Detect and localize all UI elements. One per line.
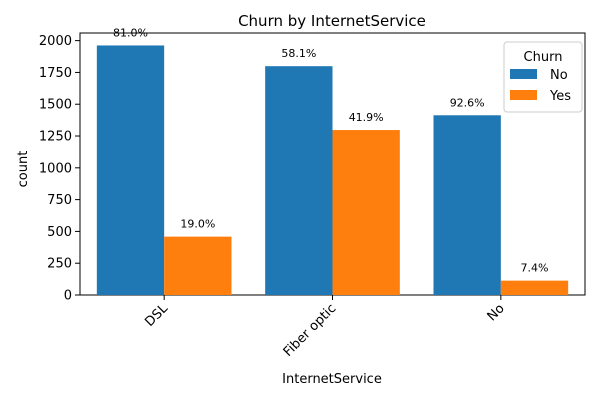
bar-dsl-yes — [164, 236, 232, 295]
bar-label: 19.0% — [180, 218, 215, 231]
chart-title: Churn by InternetService — [238, 12, 426, 30]
bar-label: 92.6% — [450, 96, 485, 109]
y-tick-label: 1750 — [39, 66, 72, 81]
y-tick-label: 0 — [64, 289, 72, 304]
y-axis: 0 250 500 750 1000 1250 1500 1750 2000 — [39, 34, 80, 304]
y-tick-label: 750 — [47, 193, 72, 208]
y-tick-label: 250 — [47, 257, 72, 272]
bar-label: 41.9% — [349, 111, 384, 124]
y-tick-label: 500 — [47, 225, 72, 240]
bars — [96, 45, 569, 295]
x-tick-label: DSL — [142, 301, 171, 330]
y-axis-title: count — [16, 151, 31, 188]
y-tick-label: 1000 — [39, 161, 72, 176]
legend-title: Churn — [524, 50, 563, 65]
legend-swatch-no — [510, 69, 537, 79]
y-tick-label: 1500 — [39, 98, 72, 113]
bar-fiber-optic-yes — [332, 130, 400, 295]
bar-dsl-no — [96, 45, 165, 295]
x-axis-title: InternetService — [282, 372, 382, 387]
legend-label-no: No — [550, 68, 568, 83]
bar-no-no — [433, 115, 501, 295]
legend: Churn No Yes — [503, 41, 583, 113]
bar-labels: 81.0% 58.1% 92.6% 19.0% 41.9% 7.4% — [113, 26, 548, 274]
y-tick-label: 1250 — [39, 130, 72, 145]
y-tick-label: 2000 — [39, 34, 72, 49]
bar-no-yes — [500, 280, 569, 295]
bar-label: 58.1% — [281, 47, 316, 60]
x-axis: DSL Fiber optic No — [142, 295, 508, 360]
x-tick-label: Fiber optic — [281, 301, 340, 360]
bar-label: 7.4% — [521, 262, 549, 275]
bar-fiber-optic-no — [265, 66, 333, 295]
legend-swatch-yes — [510, 90, 537, 100]
legend-label-yes: Yes — [549, 89, 571, 104]
x-tick-label: No — [485, 301, 508, 324]
bar-label: 81.0% — [113, 26, 148, 39]
